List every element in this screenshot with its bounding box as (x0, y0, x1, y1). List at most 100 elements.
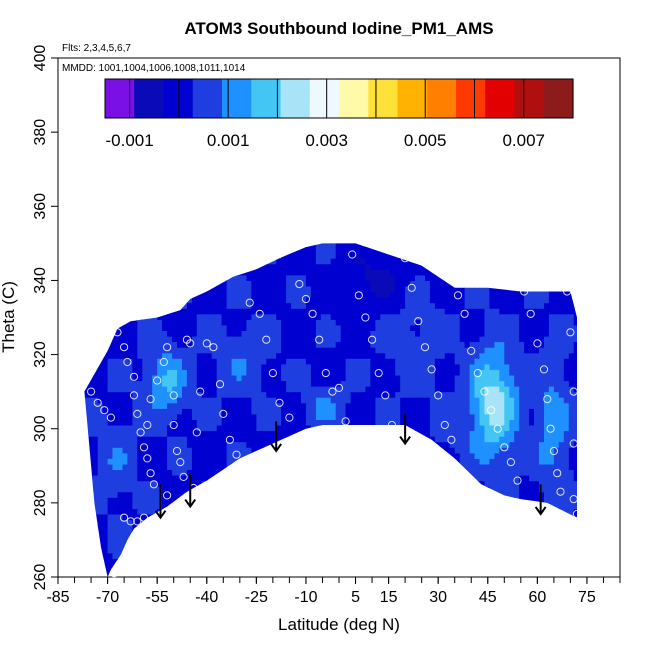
field-cell (400, 280, 406, 287)
field-cell (301, 436, 307, 443)
field-cell (147, 341, 153, 348)
field-cell (246, 347, 252, 354)
field-cell (425, 419, 431, 426)
field-cell (390, 391, 396, 398)
field-cell (157, 269, 163, 276)
field-cell (256, 441, 262, 448)
field-cell (216, 536, 223, 543)
field-cell (241, 536, 247, 543)
field-cell (320, 463, 327, 470)
field-cell (469, 525, 476, 532)
field-cell (196, 313, 203, 320)
field-cell (425, 319, 431, 326)
field-cell (84, 297, 89, 304)
field-cell (132, 519, 138, 526)
field-cell (454, 397, 461, 404)
field-cell (206, 508, 213, 515)
field-cell (350, 514, 357, 521)
field-cell (186, 269, 193, 276)
field-cell (385, 402, 391, 409)
field-cell (439, 413, 446, 420)
field-cell (449, 375, 456, 382)
field-cell (444, 336, 451, 343)
field-cell (444, 469, 451, 476)
field-cell (122, 274, 128, 281)
field-cell (117, 247, 123, 254)
field-cell (335, 243, 342, 248)
field-cell (380, 452, 386, 459)
field-cell (375, 230, 381, 236)
field-cell (320, 514, 327, 521)
field-cell (221, 475, 228, 482)
field-cell (201, 475, 208, 482)
field-cell (226, 341, 233, 348)
field-cell (266, 280, 272, 287)
field-cell (107, 419, 114, 426)
field-cell (400, 369, 406, 376)
field-cell (182, 330, 188, 337)
field-cell (434, 347, 441, 354)
field-cell (191, 291, 198, 298)
field-cell (390, 452, 396, 459)
field-cell (355, 391, 361, 398)
field-cell (330, 386, 337, 393)
field-cell (84, 502, 89, 509)
field-cell (370, 247, 376, 254)
field-cell (132, 547, 138, 554)
field-cell (246, 313, 252, 320)
field-cell (112, 463, 118, 470)
field-cell (167, 352, 173, 359)
field-cell (147, 324, 153, 331)
field-cell (410, 230, 416, 236)
field-cell (112, 519, 118, 526)
field-cell (330, 536, 337, 543)
field-cell (246, 463, 252, 470)
field-cell (276, 269, 282, 276)
field-cell (92, 291, 99, 298)
field-cell (464, 252, 471, 259)
field-cell (330, 519, 337, 526)
field-cell (380, 269, 386, 276)
field-cell (172, 541, 178, 548)
field-cell (429, 475, 436, 482)
field-cell (296, 252, 302, 259)
field-cell (464, 286, 471, 293)
field-cell (360, 486, 366, 493)
field-cell (305, 436, 312, 443)
field-cell (310, 358, 317, 365)
field-cell (286, 452, 292, 459)
field-cell (92, 341, 99, 348)
field-cell (102, 369, 109, 376)
field-cell (167, 569, 173, 576)
field-cell (78, 514, 84, 520)
field-cell (425, 541, 431, 548)
field-cell (142, 269, 148, 276)
field-cell (206, 413, 213, 420)
field-cell (325, 486, 332, 493)
field-cell (415, 243, 421, 248)
field-cell (340, 280, 347, 287)
field-cell (400, 274, 406, 281)
field-cell (226, 508, 233, 515)
field-cell (147, 525, 153, 532)
field-cell (425, 397, 431, 404)
field-cell (395, 269, 401, 276)
field-cell (425, 313, 431, 320)
field-cell (221, 447, 228, 454)
field-cell (117, 547, 123, 554)
field-cell (340, 480, 347, 487)
field-cell (325, 413, 332, 420)
field-cell (444, 463, 451, 470)
field-cell (395, 525, 401, 532)
field-cell (444, 263, 451, 270)
field-cell (231, 302, 238, 309)
field-cell (172, 391, 178, 398)
field-cell (191, 363, 198, 370)
field-cell (142, 530, 148, 537)
field-cell (444, 291, 451, 298)
field-cell (216, 419, 223, 426)
field-cell (320, 302, 327, 309)
field-cell (177, 436, 183, 443)
field-cell (246, 514, 252, 521)
field-cell (241, 463, 247, 470)
